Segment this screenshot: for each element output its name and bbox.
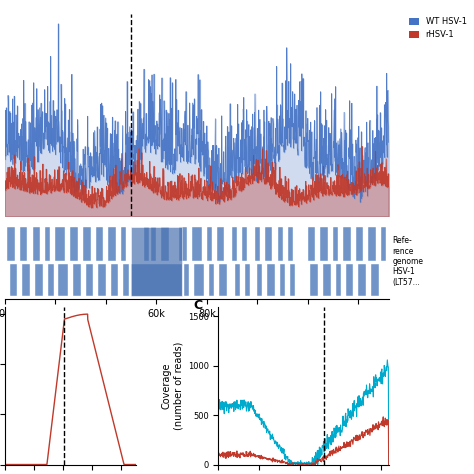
Bar: [131, 264, 182, 296]
Bar: [96, 228, 103, 262]
Bar: [356, 228, 364, 262]
Bar: [58, 264, 68, 296]
Bar: [346, 264, 353, 296]
Bar: [278, 228, 283, 262]
Bar: [194, 264, 204, 296]
Bar: [257, 264, 263, 296]
Text: C: C: [193, 299, 202, 312]
Bar: [48, 264, 54, 296]
Bar: [217, 228, 225, 262]
Bar: [191, 228, 202, 262]
Bar: [368, 228, 376, 262]
Bar: [20, 228, 27, 262]
Bar: [267, 264, 275, 296]
Bar: [210, 264, 214, 296]
Bar: [310, 264, 318, 296]
Bar: [381, 228, 386, 262]
Bar: [333, 228, 338, 262]
Bar: [7, 228, 15, 262]
Bar: [161, 228, 169, 262]
Bar: [232, 228, 237, 262]
Bar: [265, 228, 273, 262]
Bar: [86, 264, 93, 296]
Bar: [71, 228, 78, 262]
Bar: [22, 264, 30, 296]
Bar: [131, 228, 182, 296]
Bar: [308, 228, 315, 262]
Bar: [207, 228, 212, 262]
Bar: [83, 228, 91, 262]
Bar: [343, 228, 351, 262]
Bar: [219, 264, 227, 296]
Bar: [108, 228, 116, 262]
Bar: [323, 264, 330, 296]
Bar: [98, 264, 106, 296]
Bar: [280, 264, 285, 296]
Legend: WT HSV-1, rHSV-1: WT HSV-1, rHSV-1: [405, 14, 470, 43]
Bar: [242, 228, 247, 262]
Bar: [336, 264, 341, 296]
Bar: [73, 264, 81, 296]
Bar: [123, 264, 128, 296]
Bar: [45, 228, 50, 262]
Y-axis label: Coverage
(number of reads): Coverage (number of reads): [162, 341, 183, 430]
Bar: [151, 228, 156, 262]
Bar: [371, 264, 379, 296]
Bar: [290, 264, 295, 296]
Bar: [320, 228, 328, 262]
Bar: [111, 264, 118, 296]
Bar: [144, 228, 149, 262]
Bar: [245, 264, 250, 296]
Bar: [33, 228, 40, 262]
Bar: [288, 228, 292, 262]
Bar: [184, 264, 189, 296]
Bar: [121, 228, 126, 262]
Text: Refe-
rence
genome
HSV-1
(LT57...: Refe- rence genome HSV-1 (LT57...: [392, 236, 424, 287]
Bar: [10, 264, 18, 296]
Bar: [55, 228, 65, 262]
Bar: [35, 264, 43, 296]
Bar: [179, 228, 187, 262]
Bar: [358, 264, 366, 296]
Bar: [255, 228, 260, 262]
Bar: [235, 264, 240, 296]
